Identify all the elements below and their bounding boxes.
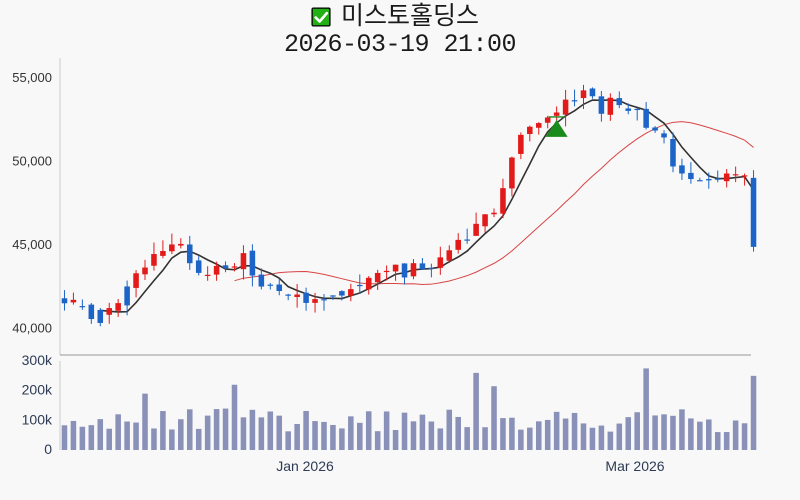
svg-text:0: 0 (44, 441, 52, 457)
svg-text:300k: 300k (22, 352, 53, 368)
svg-text:40,000: 40,000 (12, 320, 52, 335)
svg-text:Mar 2026: Mar 2026 (605, 458, 664, 474)
svg-text:55,000: 55,000 (12, 70, 52, 85)
svg-text:200k: 200k (22, 382, 53, 398)
svg-text:50,000: 50,000 (12, 153, 52, 168)
svg-text:45,000: 45,000 (12, 237, 52, 252)
svg-text:Jan 2026: Jan 2026 (276, 458, 334, 474)
svg-text:100k: 100k (22, 411, 53, 427)
